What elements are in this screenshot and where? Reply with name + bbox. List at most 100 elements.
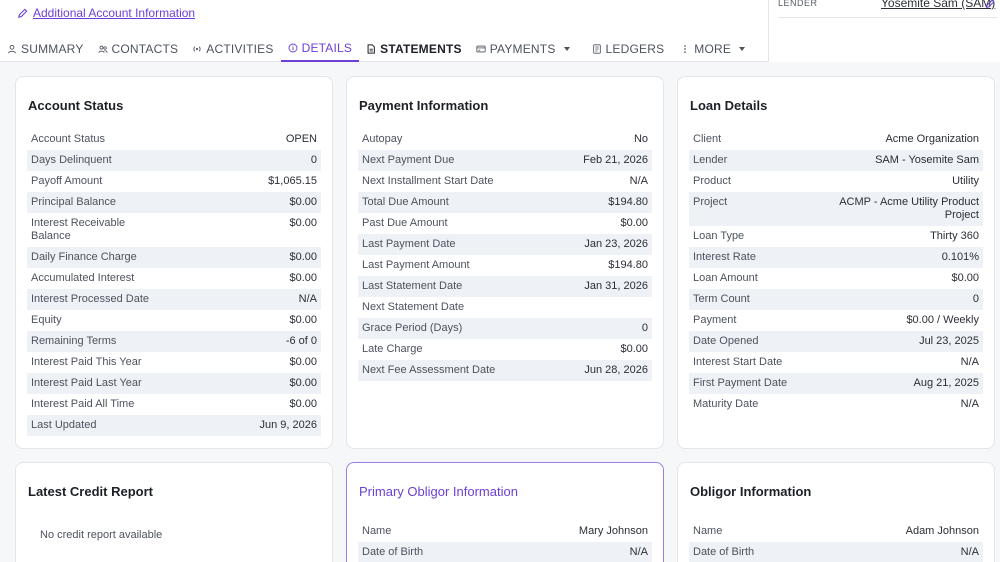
detail-label: Next Installment Start Date	[362, 175, 494, 187]
detail-value: $0.00	[289, 196, 317, 208]
detail-value: $0.00	[289, 217, 317, 229]
detail-row: Payment $0.00 / Weekly	[689, 310, 983, 331]
detail-row: Interest Receivable Balance $0.00	[27, 213, 321, 247]
detail-row: Late Charge $0.00	[358, 339, 652, 360]
detail-row: Days Delinquent 0	[27, 150, 321, 171]
tab-label: DETAILS	[301, 41, 353, 55]
detail-value: ACMP - Acme Utility Product Project	[839, 196, 979, 221]
tab-ledgers[interactable]: LEDGERS	[585, 36, 672, 62]
detail-value: OPEN	[285, 133, 317, 145]
edit-lender-icon[interactable]	[985, 0, 995, 9]
tab-contacts[interactable]: CONTACTS	[91, 36, 186, 62]
detail-row: Last Statement Date Jan 31, 2026	[358, 276, 652, 297]
detail-label: Payment	[693, 314, 737, 326]
detail-row: Last Payment Date Jan 23, 2026	[358, 234, 652, 255]
tab-statements[interactable]: STATEMENTS	[359, 36, 469, 62]
detail-label: Autopay	[362, 133, 403, 145]
detail-value: 0	[641, 322, 648, 334]
additional-account-info-label: Additional Account Information	[33, 6, 196, 20]
lender-link[interactable]: Yosemite Sam (SAM)	[881, 0, 996, 10]
detail-label: Grace Period (Days)	[362, 322, 463, 334]
card-title: Account Status	[28, 98, 124, 113]
detail-row: Maturity Date N/A	[689, 394, 983, 415]
card-title: Obligor Information	[690, 484, 812, 499]
user-icon	[8, 44, 16, 54]
tab-summary[interactable]: SUMMARY	[0, 36, 91, 62]
tab-more[interactable]: MORE	[673, 36, 752, 62]
detail-label: Date of Birth	[362, 546, 424, 558]
tab-label: SUMMARY	[21, 42, 84, 56]
detail-value: Jan 31, 2026	[584, 280, 648, 292]
detail-label: Past Due Amount	[362, 217, 448, 229]
detail-row: Date of Birth N/A	[358, 542, 652, 562]
detail-row: Interest Processed Date N/A	[27, 289, 321, 310]
detail-label: Days Delinquent	[31, 154, 112, 166]
detail-row: Interest Paid All Time $0.00	[27, 394, 321, 415]
detail-row: Loan Amount $0.00	[689, 268, 983, 289]
detail-row: Interest Start Date N/A	[689, 352, 983, 373]
detail-label: Account Status	[31, 133, 105, 145]
tab-label: STATEMENTS	[380, 42, 462, 56]
detail-value: 0	[972, 293, 979, 305]
detail-row: Remaining Terms -6 of 0	[27, 331, 321, 352]
loan-details-card: Loan Details Client Acme Organization Lend…	[677, 76, 995, 449]
detail-label: Product	[693, 175, 731, 187]
detail-label: Last Payment Amount	[362, 259, 470, 271]
detail-value: $0.00	[289, 377, 317, 389]
detail-row: Equity $0.00	[27, 310, 321, 331]
detail-value: Thirty 360	[930, 230, 979, 242]
account-status-card: Account Status Account Status OPEN Days De…	[15, 76, 333, 449]
detail-value: N/A	[960, 398, 979, 410]
ledger-icon	[592, 44, 601, 54]
detail-label: First Payment Date	[693, 377, 788, 389]
detail-value: N/A	[629, 546, 648, 558]
tab-activities[interactable]: ACTIVITIES	[185, 36, 280, 62]
detail-row: Principal Balance $0.00	[27, 192, 321, 213]
detail-row: Past Due Amount $0.00	[358, 213, 652, 234]
detail-value: Jun 28, 2026	[584, 364, 648, 376]
info-icon	[288, 43, 298, 53]
detail-label: Late Charge	[362, 343, 423, 355]
detail-row: Date of Birth N/A	[689, 542, 983, 562]
lender-label: LENDER	[778, 0, 818, 8]
detail-label: Project	[693, 196, 728, 208]
tab-label: MORE	[694, 42, 732, 56]
detail-label: Last Statement Date	[362, 280, 463, 292]
tab-payments[interactable]: PAYMENTS	[469, 36, 577, 62]
detail-value: $0.00	[289, 398, 317, 410]
detail-value: Feb 21, 2026	[583, 154, 648, 166]
detail-row: Project ACMP - Acme Utility Product Proje…	[689, 192, 983, 226]
detail-value: $0.00	[620, 217, 648, 229]
detail-label: Last Updated	[31, 419, 97, 431]
detail-row: Loan Type Thirty 360	[689, 226, 983, 247]
detail-list: Name Adam Johnson Date of Birth N/A	[689, 521, 983, 562]
primary-obligor-card[interactable]: Primary Obligor Information Name Mary Joh…	[346, 462, 664, 562]
detail-label: Last Payment Date	[362, 238, 456, 250]
detail-row: Autopay No	[358, 129, 652, 150]
detail-row: Last Payment Amount $194.80	[358, 255, 652, 276]
detail-label: Term Count	[693, 293, 750, 305]
detail-label: Lender	[693, 154, 728, 166]
additional-account-info-link[interactable]: Additional Account Information	[17, 6, 195, 20]
detail-row: Interest Rate 0.101%	[689, 247, 983, 268]
detail-row: Next Statement Date	[358, 297, 652, 318]
detail-row: Product Utility	[689, 171, 983, 192]
tab-details[interactable]: DETAILS	[280, 36, 360, 62]
detail-row: Next Fee Assessment Date Jun 28, 2026	[358, 360, 652, 381]
detail-row: Last Updated Jun 9, 2026	[27, 415, 321, 436]
detail-value: $194.80	[608, 196, 648, 208]
detail-value: No	[633, 133, 648, 145]
detail-value: SAM - Yosemite Sam	[875, 154, 979, 166]
detail-list: Client Acme Organization Lender SAM - Yosem…	[689, 129, 983, 415]
detail-row: Accumulated Interest $0.00	[27, 268, 321, 289]
detail-label: Interest Rate	[693, 251, 756, 263]
detail-value: N/A	[629, 175, 648, 187]
detail-row: Name Mary Johnson	[358, 521, 652, 542]
detail-row: Interest Paid This Year $0.00	[27, 352, 321, 373]
detail-row: Name Adam Johnson	[689, 521, 983, 542]
card-title: Payment Information	[359, 98, 489, 113]
detail-value: N/A	[298, 293, 317, 305]
credit-report-card: Latest Credit Report No credit report av…	[15, 462, 333, 562]
tab-label: ACTIVITIES	[206, 42, 274, 56]
detail-value: Jun 9, 2026	[259, 419, 318, 431]
